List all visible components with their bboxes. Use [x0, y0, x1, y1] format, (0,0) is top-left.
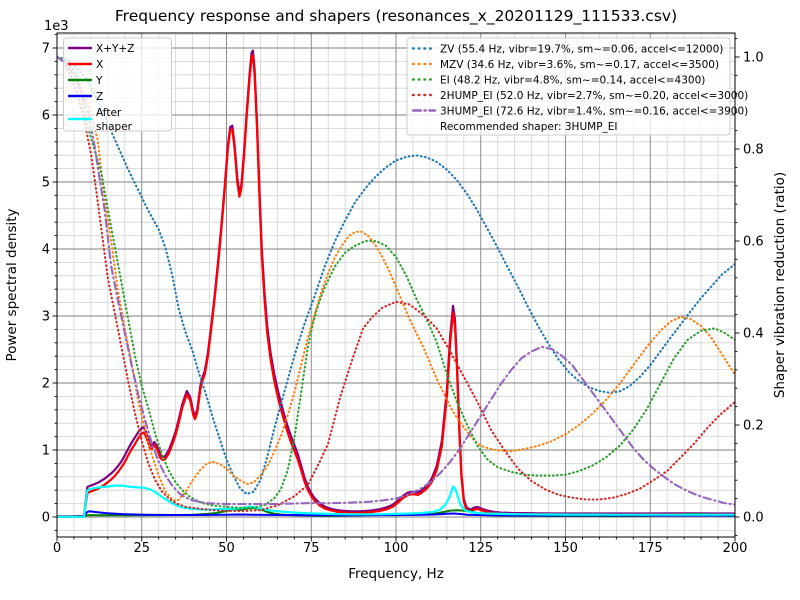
series-line-mzv: [57, 55, 735, 502]
y-right-tick-label: 0.6: [743, 235, 764, 250]
x-tick-label: 0: [53, 541, 61, 556]
legend-left-label: X: [96, 59, 103, 71]
x-tick-label: 75: [303, 541, 320, 556]
y-right-tick-label: 0.8: [743, 143, 764, 158]
x-tick-label: 100: [384, 541, 409, 556]
series-line-zv: [57, 55, 735, 496]
x-tick-label: 125: [468, 541, 493, 556]
y-right-axis-label: Shaper vibration reduction (ratio): [772, 172, 788, 398]
legend-left-label: Y: [95, 75, 103, 87]
y-left-tick-label: 7: [42, 42, 50, 57]
x-tick-label: 25: [133, 541, 150, 556]
y-left-tick-label: 6: [42, 109, 50, 124]
y-left-axis-label: Power spectral density: [4, 208, 20, 361]
x-tick-label: 200: [723, 541, 748, 556]
series-line-ei: [57, 55, 735, 509]
x-tick-label: 175: [638, 541, 663, 556]
legend-right-box: [406, 37, 731, 136]
legend-left-label: X+Y+Z: [96, 43, 134, 55]
series-line-x: [57, 54, 735, 518]
series-line-hump3: [57, 55, 735, 506]
y-right-tick-label: 0.0: [743, 511, 764, 526]
y-left-tick-label: 4: [42, 243, 50, 258]
legend-left-label: shaper: [96, 121, 133, 133]
chart-title: Frequency response and shapers (resonanc…: [115, 7, 677, 26]
x-tick-label: 150: [553, 541, 578, 556]
y-left-tick-label: 3: [42, 310, 50, 325]
legend-left-box: [63, 37, 172, 132]
y-left-tick-label: 1: [42, 444, 50, 459]
legend-right-label: ZV (55.4 Hz, vibr=19.7%, sm~=0.06, accel…: [440, 44, 723, 56]
y-left-offset-text: 1e3: [44, 19, 69, 34]
y-left-tick-label: 5: [42, 176, 50, 191]
legend-right-label: EI (48.2 Hz, vibr=4.8%, sm~=0.14, accel<…: [440, 75, 705, 87]
legend-left-label: After: [96, 107, 122, 119]
data-series: [57, 49, 735, 518]
y-left-tick-label: 0: [42, 511, 50, 526]
legend-right: ZV (55.4 Hz, vibr=19.7%, sm~=0.06, accel…: [406, 37, 748, 136]
legend-right-label: 3HUMP_EI (72.6 Hz, vibr=1.4%, sm~=0.16, …: [440, 106, 748, 118]
y-left-tick-label: 2: [42, 377, 50, 392]
legend-left: X+Y+Z XYZ After shaper: [63, 37, 172, 133]
x-axis-label: Frequency, Hz: [348, 566, 444, 582]
legend-left-label: Z: [96, 91, 103, 103]
series-line-hump2: [57, 55, 735, 513]
series-line-after: [57, 484, 735, 518]
y-right-tick-label: 0.4: [743, 327, 764, 342]
x-tick-label: 50: [218, 541, 235, 556]
y-right-tick-label: 1.0: [743, 51, 764, 66]
legend-recommended-shaper: Recommended shaper: 3HUMP_EI: [440, 121, 618, 133]
y-right-tick-label: 0.2: [743, 419, 764, 434]
axis-ticks: 0 25 50 75 100 125 150 175 200 0 1 2 3 4 5 6 7 0.0 0.2 0.4 0…: [42, 34, 764, 556]
legend-right-label: MZV (34.6 Hz, vibr=3.6%, sm~=0.17, accel…: [440, 59, 719, 71]
legend-right-label: 2HUMP_EI (52.0 Hz, vibr=2.7%, sm~=0.20, …: [440, 90, 748, 102]
